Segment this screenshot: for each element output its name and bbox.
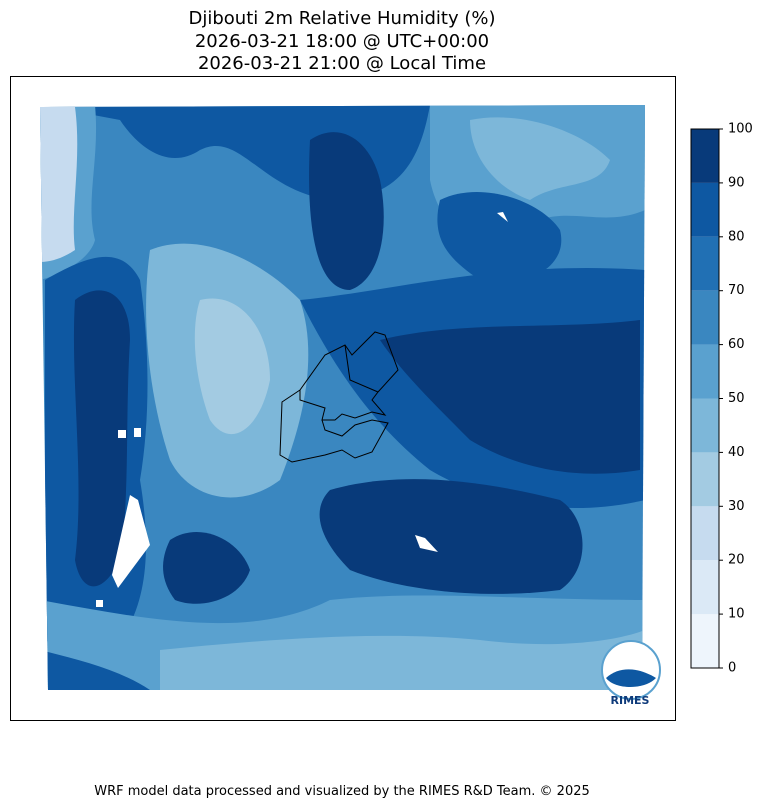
colorbar-tick-label: 70	[728, 283, 745, 298]
title-line: Djibouti 2m Relative Humidity (%)	[189, 8, 496, 29]
title-line: 2026-03-21 18:00 @ UTC+00:00	[195, 31, 489, 52]
colorbar-segment	[691, 236, 719, 291]
colorbar-tick-label: 40	[728, 445, 745, 460]
colorbar-tick-label: 90	[728, 175, 745, 190]
logo-text: RIMES	[611, 694, 650, 707]
region-border	[344, 344, 379, 393]
colorbar-tick-label: 100	[728, 122, 753, 137]
country-border	[279, 331, 399, 463]
colorbar-segment	[691, 506, 719, 561]
footer: WRF model data processed and visualized …	[94, 784, 590, 799]
colorbar-tick-label: 30	[728, 499, 745, 514]
colorbar-segment	[691, 290, 719, 345]
title-line: 2026-03-21 21:00 @ Local Time	[198, 53, 486, 74]
colorbar-segment	[691, 344, 719, 399]
colorbar-tick-label: 60	[728, 337, 745, 352]
colorbar-segment	[691, 129, 719, 183]
map-frame	[10, 76, 676, 721]
colorbar-segment	[691, 398, 719, 453]
colorbar-segment	[691, 182, 719, 237]
colorbar-tick-label: 80	[728, 229, 745, 244]
colorbar-segment	[691, 452, 719, 507]
logo: RIMES	[601, 640, 661, 707]
colorbar-tick-label: 20	[728, 553, 745, 568]
colorbar: 0 10 20 30 40 50 60 70 80 90 100	[690, 122, 753, 676]
colorbar-tick-label: 10	[728, 607, 745, 622]
colorbar-segment	[691, 560, 719, 615]
humidity-field	[40, 105, 645, 690]
colorbar-segment	[691, 614, 719, 668]
colorbar-tick-label: 50	[728, 391, 745, 406]
colorbar-tick-label: 0	[728, 661, 736, 676]
